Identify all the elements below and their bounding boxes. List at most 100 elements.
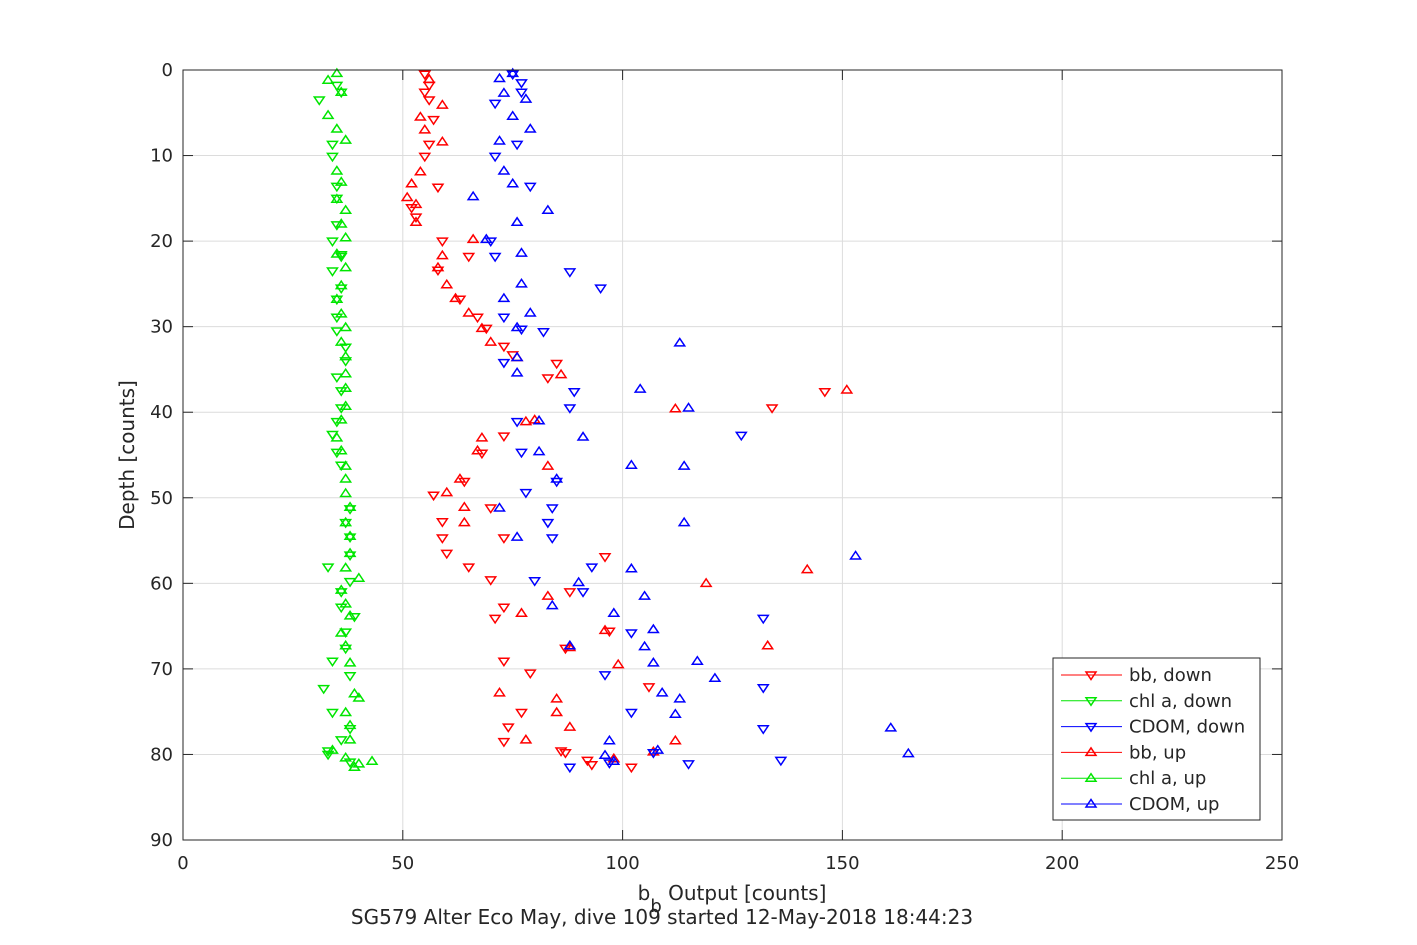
data-point [343, 719, 357, 730]
data-point [506, 110, 520, 120]
data-point [343, 530, 357, 541]
data-point [488, 152, 502, 163]
data-point [334, 584, 348, 594]
data-point [334, 461, 348, 472]
data-point [471, 313, 484, 324]
data-point [497, 165, 511, 175]
data-point [462, 307, 476, 317]
data-point [321, 563, 335, 573]
data-point [901, 747, 915, 758]
legend-label: bb, down [1129, 665, 1212, 686]
y-tick-label: 0 [162, 60, 173, 81]
data-point [818, 387, 832, 398]
data-point [515, 448, 528, 459]
data-point [334, 307, 348, 318]
data-point [339, 628, 353, 638]
data-point [515, 79, 528, 89]
data-point [607, 607, 621, 618]
legend-marker [1084, 798, 1098, 808]
data-point [339, 357, 353, 367]
data-point [528, 577, 542, 587]
data-point [493, 135, 506, 145]
data-point [330, 373, 344, 383]
y-axis-ticks: 0 10 20 30 40 50 60 70 80 90 [150, 60, 1282, 851]
data-point [326, 140, 339, 151]
data-point [348, 612, 361, 623]
data-point [352, 758, 366, 768]
data-point [550, 706, 564, 717]
data-point [624, 459, 638, 470]
data-point [418, 88, 432, 99]
data-point [515, 607, 528, 618]
data-point [405, 177, 418, 188]
data-point [585, 563, 599, 573]
data-point [800, 563, 814, 574]
data-point [339, 367, 353, 378]
data-point [457, 501, 471, 511]
legend-box [1052, 657, 1261, 821]
data-point [603, 627, 616, 638]
data-point [334, 444, 348, 455]
data-point [317, 684, 331, 695]
data-point [334, 627, 348, 637]
data-point [330, 293, 344, 304]
data-point [523, 307, 537, 317]
data-point [343, 547, 357, 558]
data-point [418, 152, 432, 163]
data-point [488, 252, 502, 263]
x-axis-label-subscript: b [650, 896, 661, 917]
data-point [330, 432, 344, 442]
data-point [756, 725, 770, 735]
data-point [400, 191, 414, 202]
data-point [326, 744, 339, 754]
data-point [321, 74, 335, 85]
legend-marker [1084, 697, 1098, 707]
data-point [352, 692, 366, 702]
data-point [515, 708, 528, 719]
data-point [427, 491, 440, 502]
data-point [343, 657, 357, 667]
data-point [515, 88, 528, 99]
legend-label: bb, up [1129, 742, 1186, 763]
data-point [497, 313, 511, 324]
data-point [545, 534, 559, 544]
data-point [624, 629, 638, 639]
data-point [624, 708, 638, 719]
data-point [554, 747, 568, 757]
data-point [563, 404, 577, 414]
data-point [326, 267, 339, 277]
data-point [545, 599, 559, 610]
data-point [453, 473, 467, 483]
data-point [638, 590, 651, 600]
data-point [598, 624, 612, 635]
data-point [497, 342, 511, 353]
data-point [431, 261, 445, 272]
legend-label: CDOM, up [1129, 794, 1219, 815]
data-point [761, 639, 775, 650]
data-point [339, 321, 353, 332]
data-point [435, 517, 449, 528]
data-point [339, 400, 353, 410]
legend-marker [1084, 746, 1098, 757]
legend-item-cdom-up: CDOM, up [1061, 794, 1219, 815]
data-point [466, 190, 480, 201]
data-point [506, 67, 520, 78]
data-point [646, 623, 660, 634]
data-point [479, 233, 493, 244]
data-point [668, 708, 682, 718]
data-point [756, 614, 770, 625]
data-point [440, 278, 454, 289]
data-point [646, 746, 660, 756]
data-point [563, 641, 577, 652]
data-point [651, 744, 665, 754]
data-point [330, 67, 344, 78]
data-point [334, 88, 348, 99]
data-point [642, 683, 656, 693]
data-point [422, 140, 436, 151]
x-tick-label: 100 [605, 853, 639, 874]
data-point [523, 182, 537, 193]
data-point [519, 93, 533, 103]
data-point [462, 563, 476, 573]
data-point [343, 725, 357, 735]
